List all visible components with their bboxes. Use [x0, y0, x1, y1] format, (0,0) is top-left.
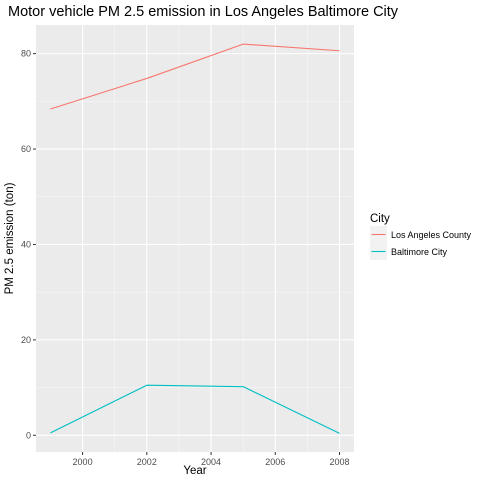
- x-tick-label: 2006: [265, 457, 285, 467]
- y-tick-label: 20: [21, 335, 31, 345]
- legend-title: City: [370, 213, 390, 225]
- x-tick-label: 2004: [201, 457, 221, 467]
- plot-panel: [36, 25, 354, 452]
- series-line: [50, 384, 340, 434]
- x-tick-label: 2002: [137, 457, 157, 467]
- minor-gridlines: [36, 25, 354, 452]
- major-gridlines: [36, 25, 354, 452]
- y-tick-label: 80: [21, 49, 31, 59]
- legend-label: Los Angeles County: [391, 230, 472, 240]
- y-tick-label: 40: [21, 239, 31, 249]
- y-axis: 0 20 40 60 80: [21, 49, 36, 440]
- series-line: [50, 43, 340, 110]
- legend-label: Baltimore City: [391, 247, 448, 257]
- x-tick-label: 2008: [330, 457, 350, 467]
- y-tick-label: 60: [21, 144, 31, 154]
- chart-title: Motor vehicle PM 2.5 emission in Los Ang…: [8, 4, 399, 20]
- x-axis-title: Year: [183, 465, 206, 477]
- x-axis: 2000 2002 2004 2006 2008: [73, 452, 350, 467]
- x-tick-label: 2000: [73, 457, 93, 467]
- legend: City Los Angeles County Baltimore City: [370, 213, 472, 260]
- series-lines: [50, 43, 340, 434]
- y-tick-label: 0: [26, 430, 31, 440]
- y-axis-title: PM 2.5 emission (ton): [4, 182, 16, 294]
